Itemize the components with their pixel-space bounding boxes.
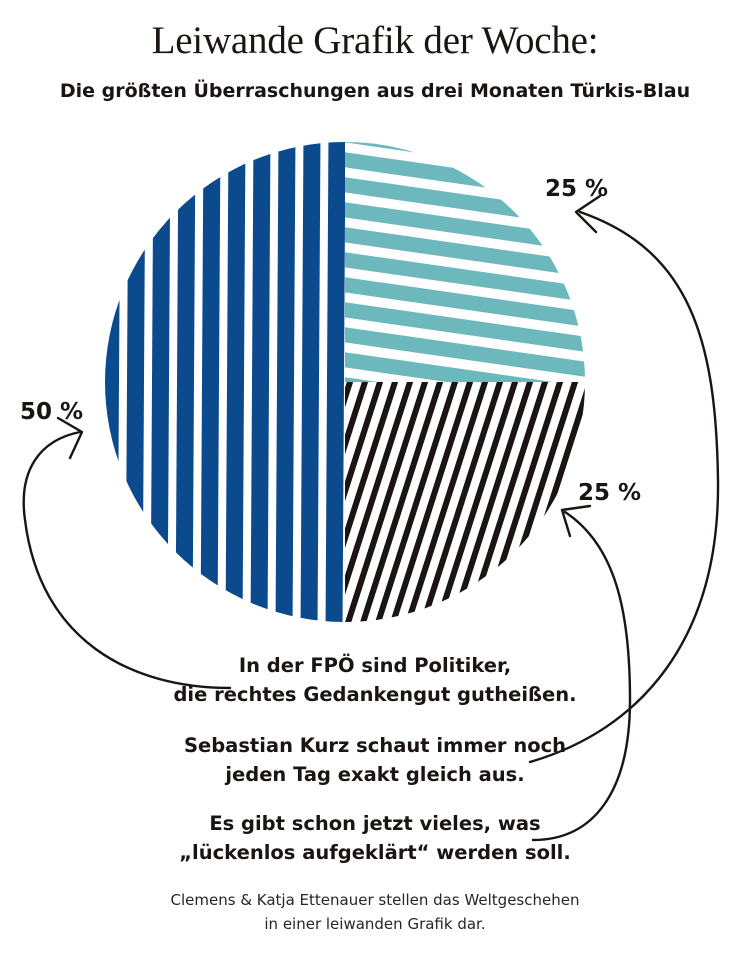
statement-3-line-2: „lückenlos aufgeklärt“ werden soll. bbox=[179, 841, 571, 864]
pie-slices bbox=[105, 142, 585, 622]
callout-arrows bbox=[22, 194, 720, 842]
arrow-slice-3 bbox=[531, 510, 632, 842]
credit-line-2: in einer leiwanden Grafik dar. bbox=[264, 915, 486, 933]
statement-2-line-2: jeden Tag exakt gleich aus. bbox=[225, 763, 525, 786]
pie-slice-50-0 bbox=[105, 142, 345, 622]
credit-note: Clemens & Katja Ettenauer stellen das We… bbox=[0, 888, 750, 936]
slice-label-25-black: 25 % bbox=[578, 480, 641, 506]
chart-subtitle: Die größten Überraschungen aus drei Mona… bbox=[59, 80, 691, 102]
statement-1: In der FPÖ sind Politiker, die rechtes G… bbox=[0, 651, 750, 709]
arrowhead-slice-3 bbox=[560, 504, 592, 538]
statement-3: Es gibt schon jetzt vieles, was „lückenl… bbox=[0, 809, 750, 867]
chart-title: Leiwande Grafik der Woche: bbox=[151, 19, 599, 62]
arrowhead-slice-1 bbox=[56, 416, 84, 460]
arrow-slice-1 bbox=[22, 430, 232, 690]
statement-2-line-1: Sebastian Kurz schaut immer noch bbox=[183, 734, 567, 757]
slice-label-25-teal: 25 % bbox=[545, 176, 608, 202]
arrowhead-slice-2 bbox=[574, 194, 602, 234]
slice-label-50: 50 % bbox=[20, 399, 83, 425]
slice-labels: 50 % 25 % 25 % bbox=[20, 176, 641, 506]
credit-line-1: Clemens & Katja Ettenauer stellen das We… bbox=[170, 891, 580, 909]
statement-2: Sebastian Kurz schaut immer noch jeden T… bbox=[0, 731, 750, 789]
statement-1-line-2: die rechtes Gedankengut gutheißen. bbox=[173, 683, 577, 706]
statement-1-line-1: In der FPÖ sind Politiker, bbox=[238, 654, 512, 677]
arrow-slice-2 bbox=[528, 210, 720, 764]
statement-3-line-1: Es gibt schon jetzt vieles, was bbox=[209, 812, 541, 835]
